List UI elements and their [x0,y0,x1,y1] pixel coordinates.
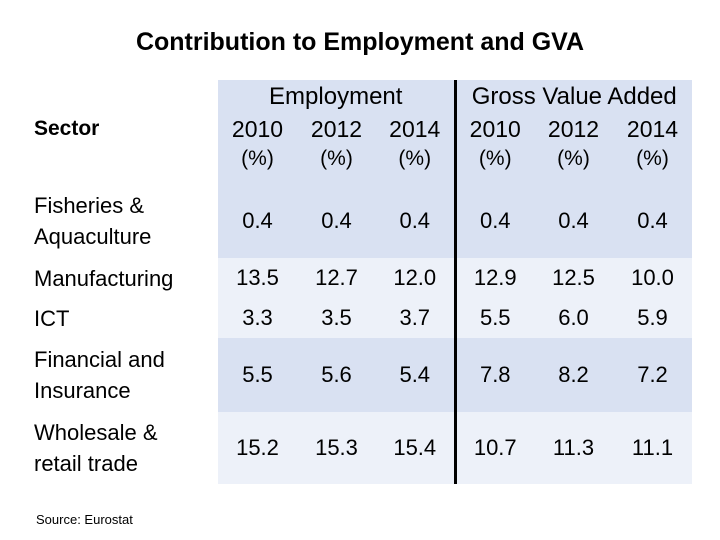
value-cell: 3.3 [218,298,297,338]
value-cell: 7.8 [453,338,534,412]
value-cell: 8.2 [534,338,613,412]
unit-header: (%) [376,144,455,178]
chart-title: Contribution to Employment and GVA [135,28,585,56]
value-cell: 12.9 [453,258,534,298]
table-row: Manufacturing 13.5 12.7 12.0 12.9 12.5 1… [28,258,692,298]
value-cell: 5.5 [218,338,297,412]
value-cell: 0.4 [376,184,455,258]
value-cell: 7.2 [613,338,692,412]
year-header: 2012 [297,114,376,144]
sector-label: Financial and Insurance [28,338,218,412]
unit-header: (%) [297,144,376,178]
value-cell: 5.6 [297,338,376,412]
sector-label: ICT [28,298,218,338]
gva-group-header: Gross Value Added [453,80,692,114]
unit-header: (%) [453,144,534,178]
value-cell: 13.5 [218,258,297,298]
value-cell: 0.4 [218,184,297,258]
data-table: Sector Employment Gross Value Added 2010… [28,80,692,484]
value-cell: 6.0 [534,298,613,338]
table-row: Wholesale & retail trade 15.2 15.3 15.4 1… [28,412,692,484]
source-note: Source: Eurostat [36,512,133,527]
value-cell: 0.4 [613,184,692,258]
sector-header: Sector [28,80,218,178]
sector-label: Manufacturing [28,258,218,298]
sector-label: Wholesale & retail trade [28,412,218,484]
table-row: Fisheries & Aquaculture 0.4 0.4 0.4 0.4 0… [28,184,692,258]
year-header: 2010 [453,114,534,144]
value-cell: 5.4 [376,338,455,412]
value-cell: 5.5 [453,298,534,338]
value-cell: 10.0 [613,258,692,298]
unit-header: (%) [218,144,297,178]
value-cell: 12.0 [376,258,455,298]
sector-label: Fisheries & Aquaculture [28,184,218,258]
value-cell: 3.7 [376,298,455,338]
year-header: 2012 [534,114,613,144]
value-cell: 0.4 [297,184,376,258]
employment-group-header: Employment [218,80,455,114]
value-cell: 15.2 [218,412,297,484]
table-row: Financial and Insurance 5.5 5.6 5.4 7.8 8… [28,338,692,412]
value-cell: 12.5 [534,258,613,298]
value-cell: 5.9 [613,298,692,338]
value-cell: 15.3 [297,412,376,484]
year-header: 2014 [376,114,455,144]
value-cell: 0.4 [453,184,534,258]
value-cell: 0.4 [534,184,613,258]
year-header: 2014 [613,114,692,144]
value-cell: 10.7 [453,412,534,484]
year-header: 2010 [218,114,297,144]
value-cell: 15.4 [376,412,455,484]
value-cell: 11.3 [534,412,613,484]
value-cell: 11.1 [613,412,692,484]
unit-header: (%) [534,144,613,178]
value-cell: 12.7 [297,258,376,298]
value-cell: 3.5 [297,298,376,338]
unit-header: (%) [613,144,692,178]
table-row: ICT 3.3 3.5 3.7 5.5 6.0 5.9 [28,298,692,338]
